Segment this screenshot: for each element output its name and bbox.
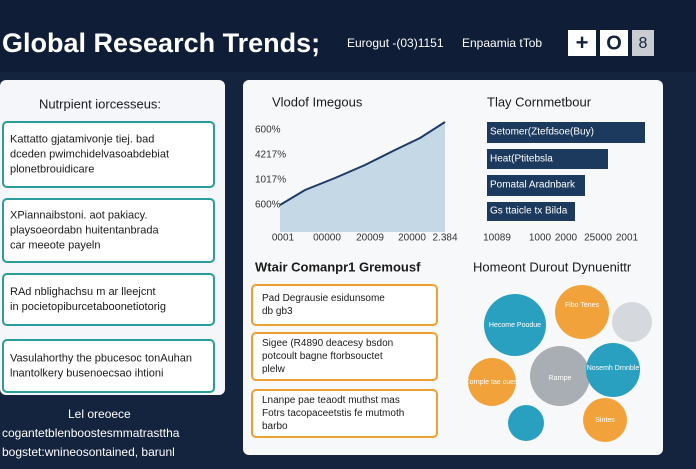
footer-text: cogantetblenboostesmmatrasttha bbox=[2, 426, 180, 440]
x-tick-label: 0001 bbox=[272, 233, 295, 244]
bar-label: Heat(Ptitebsla bbox=[490, 154, 553, 165]
bubble bbox=[468, 358, 516, 406]
section-title: Homeont Durout Dynuenittr bbox=[473, 259, 632, 274]
card-text: dceden pwimchidelvasoabdebiat bbox=[10, 148, 169, 160]
card-text: playsoeordabn huitentanbrada bbox=[10, 224, 160, 236]
chart-title: Tlay Cornmetbour bbox=[487, 94, 592, 109]
card bbox=[2, 273, 215, 326]
bubble bbox=[555, 285, 609, 339]
bubble-label: Rarnpe bbox=[549, 375, 572, 382]
bubble bbox=[530, 346, 590, 406]
card bbox=[2, 198, 215, 263]
card-text: Lnanpe pae teaodt muthst mas bbox=[262, 395, 400, 406]
bubble bbox=[586, 343, 640, 397]
x-tick-label: 2001 bbox=[616, 233, 639, 244]
bar-label: Pomatal Aradnbark bbox=[490, 180, 576, 191]
button[interactable] bbox=[600, 30, 628, 56]
card-text: Kattatto gjatamivonje tiej. bad bbox=[10, 133, 154, 145]
card bbox=[251, 332, 438, 381]
card-text: car meeote payeln bbox=[10, 239, 101, 251]
title: Global Research Trends; bbox=[2, 28, 320, 58]
bubble-label: Cornple tae cuest bbox=[465, 379, 520, 386]
bar bbox=[487, 122, 645, 143]
button[interactable] bbox=[568, 30, 596, 56]
meta: Enpaamia tTob bbox=[462, 36, 542, 50]
card bbox=[2, 121, 215, 188]
bubble bbox=[508, 405, 544, 441]
bubble bbox=[484, 294, 546, 356]
bar bbox=[487, 149, 608, 169]
card-text: Fotrs tacopaceetstis fe mutmoth bbox=[262, 408, 404, 419]
card-text: Vasulahorthy the pbucesoc tonAuhan bbox=[10, 352, 192, 364]
chart-title: Vlodof Imegous bbox=[272, 94, 363, 109]
button-label: O bbox=[606, 32, 622, 54]
line bbox=[279, 121, 446, 206]
card-text: Sigee (R4890 deacesy bsdon bbox=[262, 338, 393, 349]
x-tick-label: 1000 bbox=[529, 233, 552, 244]
bar-label: Setomer(Ztefdsoe(Buy) bbox=[490, 127, 594, 138]
bubble bbox=[583, 398, 627, 442]
card-text: in pocietopiburcetaboonetiotorig bbox=[10, 301, 166, 313]
bubble bbox=[612, 302, 652, 342]
x-tick-label: 20009 bbox=[356, 233, 384, 244]
card-text: lnantolkery busenoecsao ihtioni bbox=[10, 367, 164, 379]
y-tick-label: 600% bbox=[255, 125, 281, 136]
bar-label: Gs ttaicle tx Bilda bbox=[490, 206, 568, 217]
card bbox=[2, 339, 215, 393]
card-text: db gb3 bbox=[262, 306, 293, 317]
x-tick-label: 2000 bbox=[555, 233, 578, 244]
y-tick-label: 600% bbox=[255, 200, 281, 211]
card bbox=[251, 389, 438, 438]
button-label: 8 bbox=[639, 35, 648, 52]
button-label: + bbox=[576, 30, 589, 55]
panel-heading: Nutrpient iorcesseus: bbox=[39, 96, 161, 111]
bubble-label: Nosemh Drnnble bbox=[587, 365, 640, 372]
bar bbox=[487, 202, 575, 221]
card-text: XPiannaibstoni. aot pakiacy. bbox=[10, 209, 147, 221]
card-text: plelw bbox=[262, 364, 286, 375]
x-tick-label: 20000 bbox=[398, 233, 426, 244]
bar bbox=[487, 175, 585, 196]
bubble-label: Fibo Tenes bbox=[565, 302, 600, 309]
card-text: RAd nblighachsu m ar lleejcnt bbox=[10, 286, 156, 298]
card-text: barbo bbox=[262, 421, 288, 432]
footer-text: Lel oreoece bbox=[68, 407, 131, 421]
card-text: Pad Degrausie esidunsome bbox=[262, 293, 385, 304]
x-tick-label: 00000 bbox=[313, 233, 341, 244]
x-tick-label: 25000 bbox=[584, 233, 612, 244]
meta: Eurogut -(03)1151 bbox=[347, 36, 444, 50]
area bbox=[280, 122, 445, 232]
y-tick-label: 4217% bbox=[255, 150, 286, 161]
card-text: plonetbrouidicare bbox=[10, 163, 94, 175]
section-title: Wtair Comanpr1 Gremousf bbox=[255, 259, 421, 274]
footer-text: bogstet:wnineosontained, barunl bbox=[2, 445, 175, 459]
y-tick-label: 1017% bbox=[255, 175, 286, 186]
card-text: potcoult bagne ftorbsouctet bbox=[262, 351, 383, 362]
x-tick-label: 10089 bbox=[483, 233, 511, 244]
card bbox=[251, 284, 438, 326]
x-tick-label: 2.384 bbox=[432, 233, 457, 244]
bubble-label: Hecome Poodue bbox=[489, 322, 541, 329]
button[interactable] bbox=[632, 30, 654, 56]
bubble-label: Sintes bbox=[595, 417, 615, 424]
